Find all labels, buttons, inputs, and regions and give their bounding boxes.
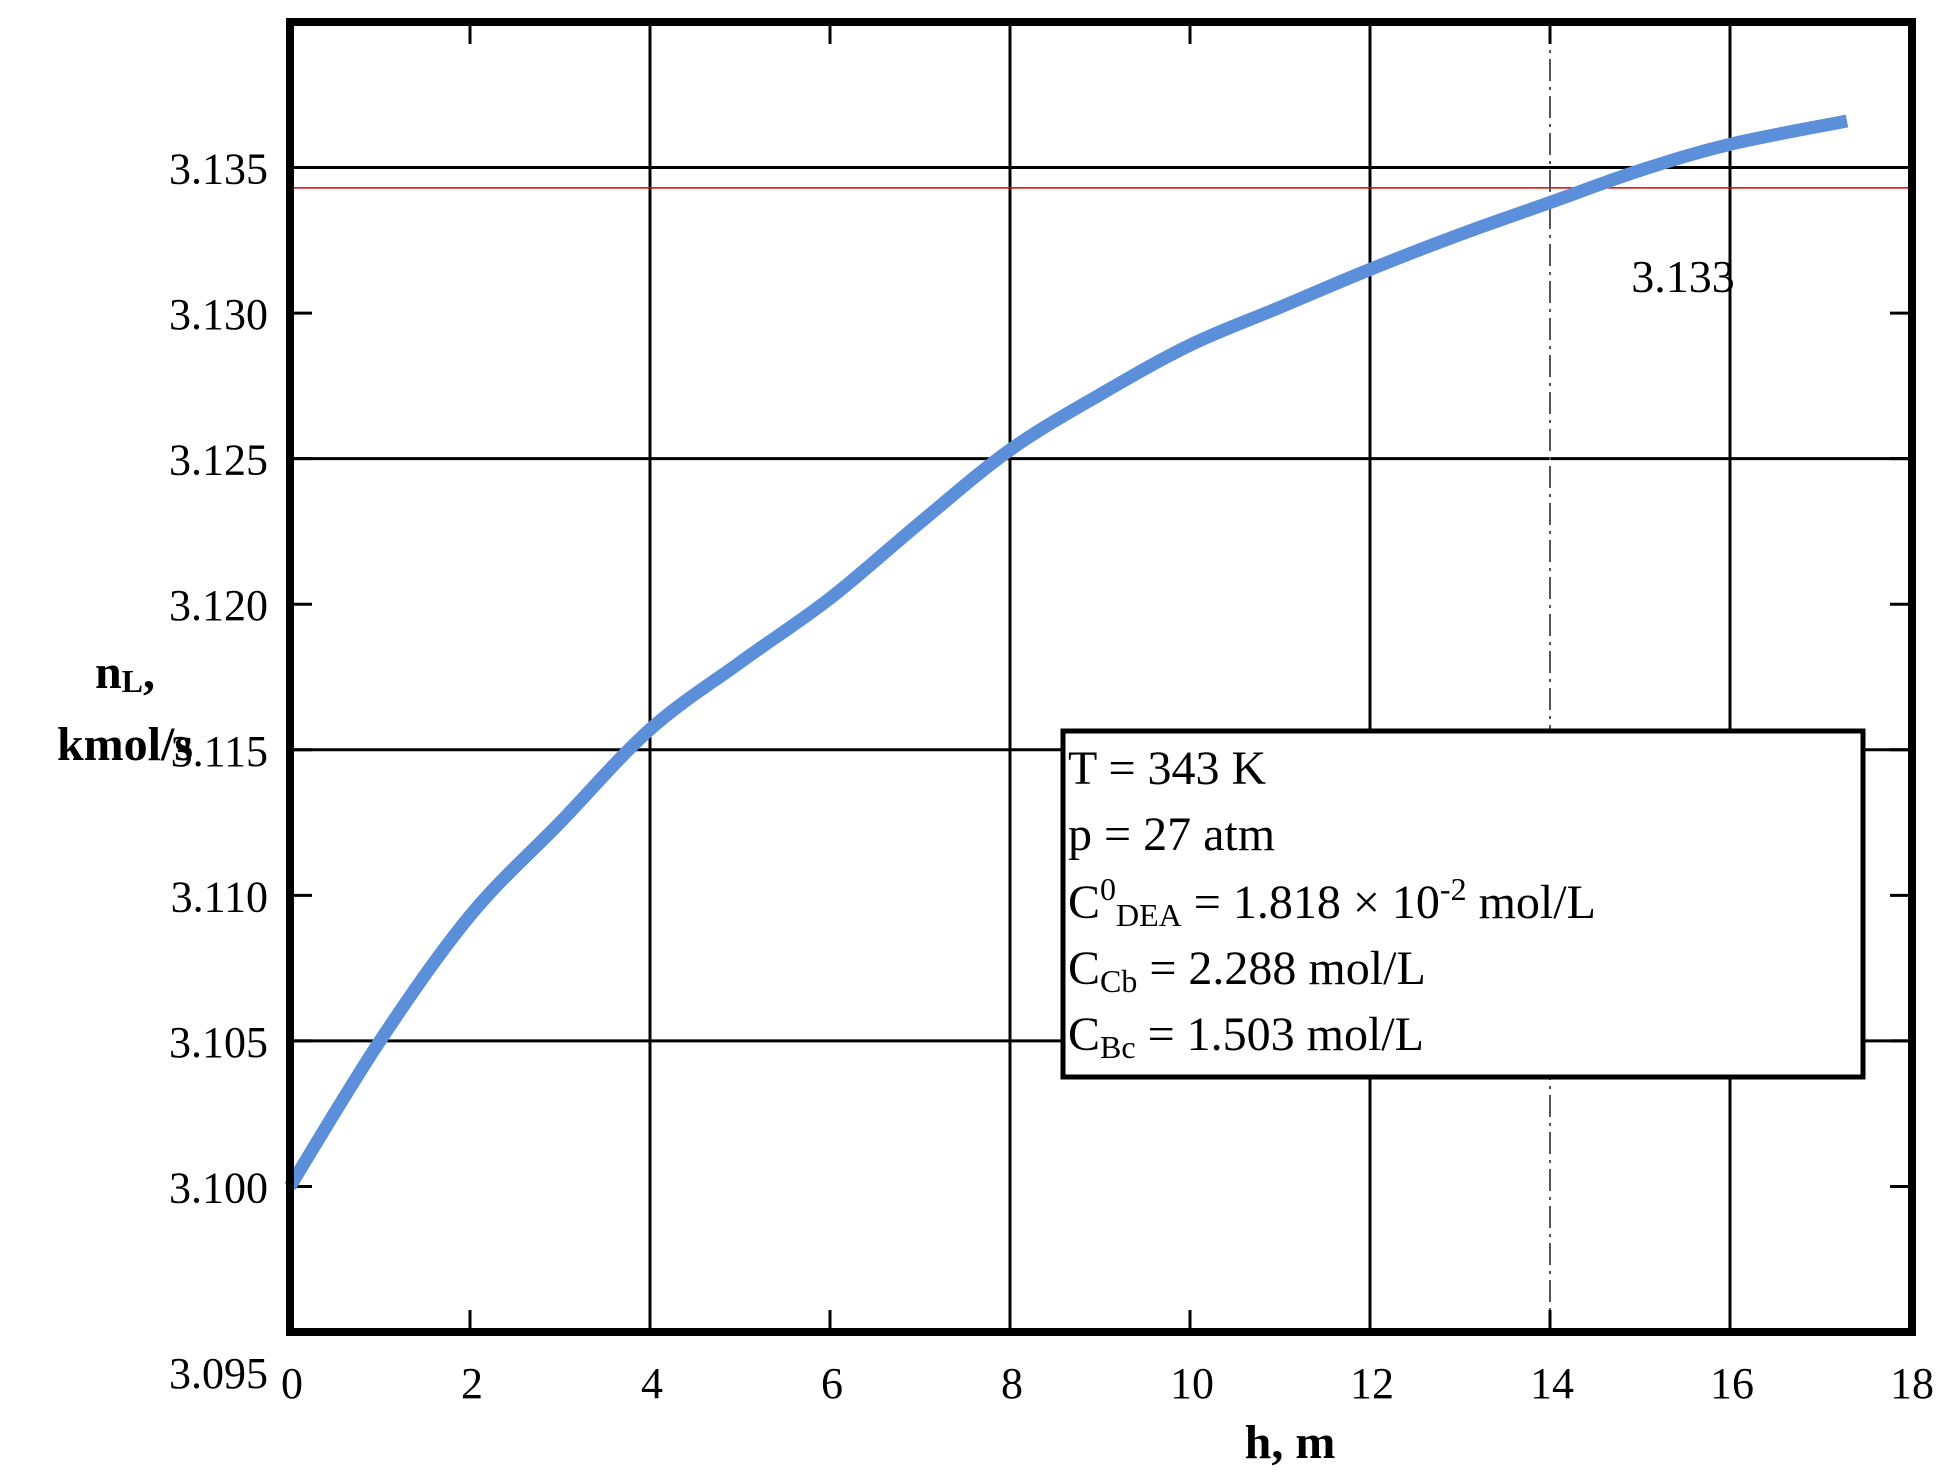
y-axis-title-main: n [95, 646, 122, 699]
y-tick-label-3.095: 3.095 [169, 1349, 268, 1398]
annotation-value: 3.133 [1631, 251, 1735, 302]
y-tick-label-3.125: 3.125 [169, 436, 268, 485]
legend-line-pressure: p = 27 atm [1068, 808, 1275, 861]
grid-lines [290, 22, 1912, 1332]
y-axis-title-line1: nL, [95, 646, 155, 699]
legend-line-cbc: CBc = 1.503 mol/L [1068, 1008, 1424, 1065]
series-line-0 [284, 114, 1849, 1190]
plot-frame [286, 18, 1916, 1336]
y-axis-title-sub: L [122, 663, 143, 699]
x-tick-label-16: 16 [1710, 1359, 1754, 1408]
x-tick-label-18: 18 [1890, 1359, 1934, 1408]
y-tick-label-3.110: 3.110 [171, 872, 268, 921]
legend-box: T = 343 K p = 27 atm C0DEA = 1.818 × 10-… [1060, 728, 1866, 1080]
legend-line-temperature: T = 343 K [1068, 742, 1267, 795]
x-tick-label-0: 0 [281, 1359, 303, 1408]
legend-frame [1060, 728, 1866, 1080]
y-tick-label-3.130: 3.130 [169, 290, 268, 339]
legend-line-ccb: CCb = 2.288 mol/L [1068, 942, 1426, 999]
y-tick-label-3.105: 3.105 [169, 1018, 268, 1067]
tick-labels: 0 2 4 6 8 10 12 14 16 18 3.095 3.100 3.105 3.110 3.115… [169, 145, 1934, 1408]
y-tick-label-3.115: 3.115 [171, 727, 268, 776]
x-tick-label-12: 12 [1350, 1359, 1394, 1408]
x-tick-label-4: 4 [641, 1359, 663, 1408]
x-axis-title: h, m [1245, 1416, 1336, 1469]
y-tick-label-3.120: 3.120 [169, 581, 268, 630]
y-tick-label-3.100: 3.100 [169, 1163, 268, 1212]
y-axis-title-line2: kmol/s [57, 718, 193, 771]
reference-lines [290, 22, 1912, 1332]
x-tick-label-14: 14 [1530, 1359, 1574, 1408]
x-tick-label-10: 10 [1170, 1359, 1214, 1408]
axis-ticks [290, 22, 1912, 1332]
x-tick-label-6: 6 [821, 1359, 843, 1408]
x-tick-label-2: 2 [461, 1359, 483, 1408]
legend-line-cdea: C0DEA = 1.818 × 10-2 mol/L [1068, 871, 1596, 933]
x-tick-label-8: 8 [1001, 1359, 1023, 1408]
y-axis-title-comma: , [143, 646, 155, 699]
y-tick-label-3.135: 3.135 [169, 145, 268, 194]
series-layer [284, 114, 1849, 1190]
